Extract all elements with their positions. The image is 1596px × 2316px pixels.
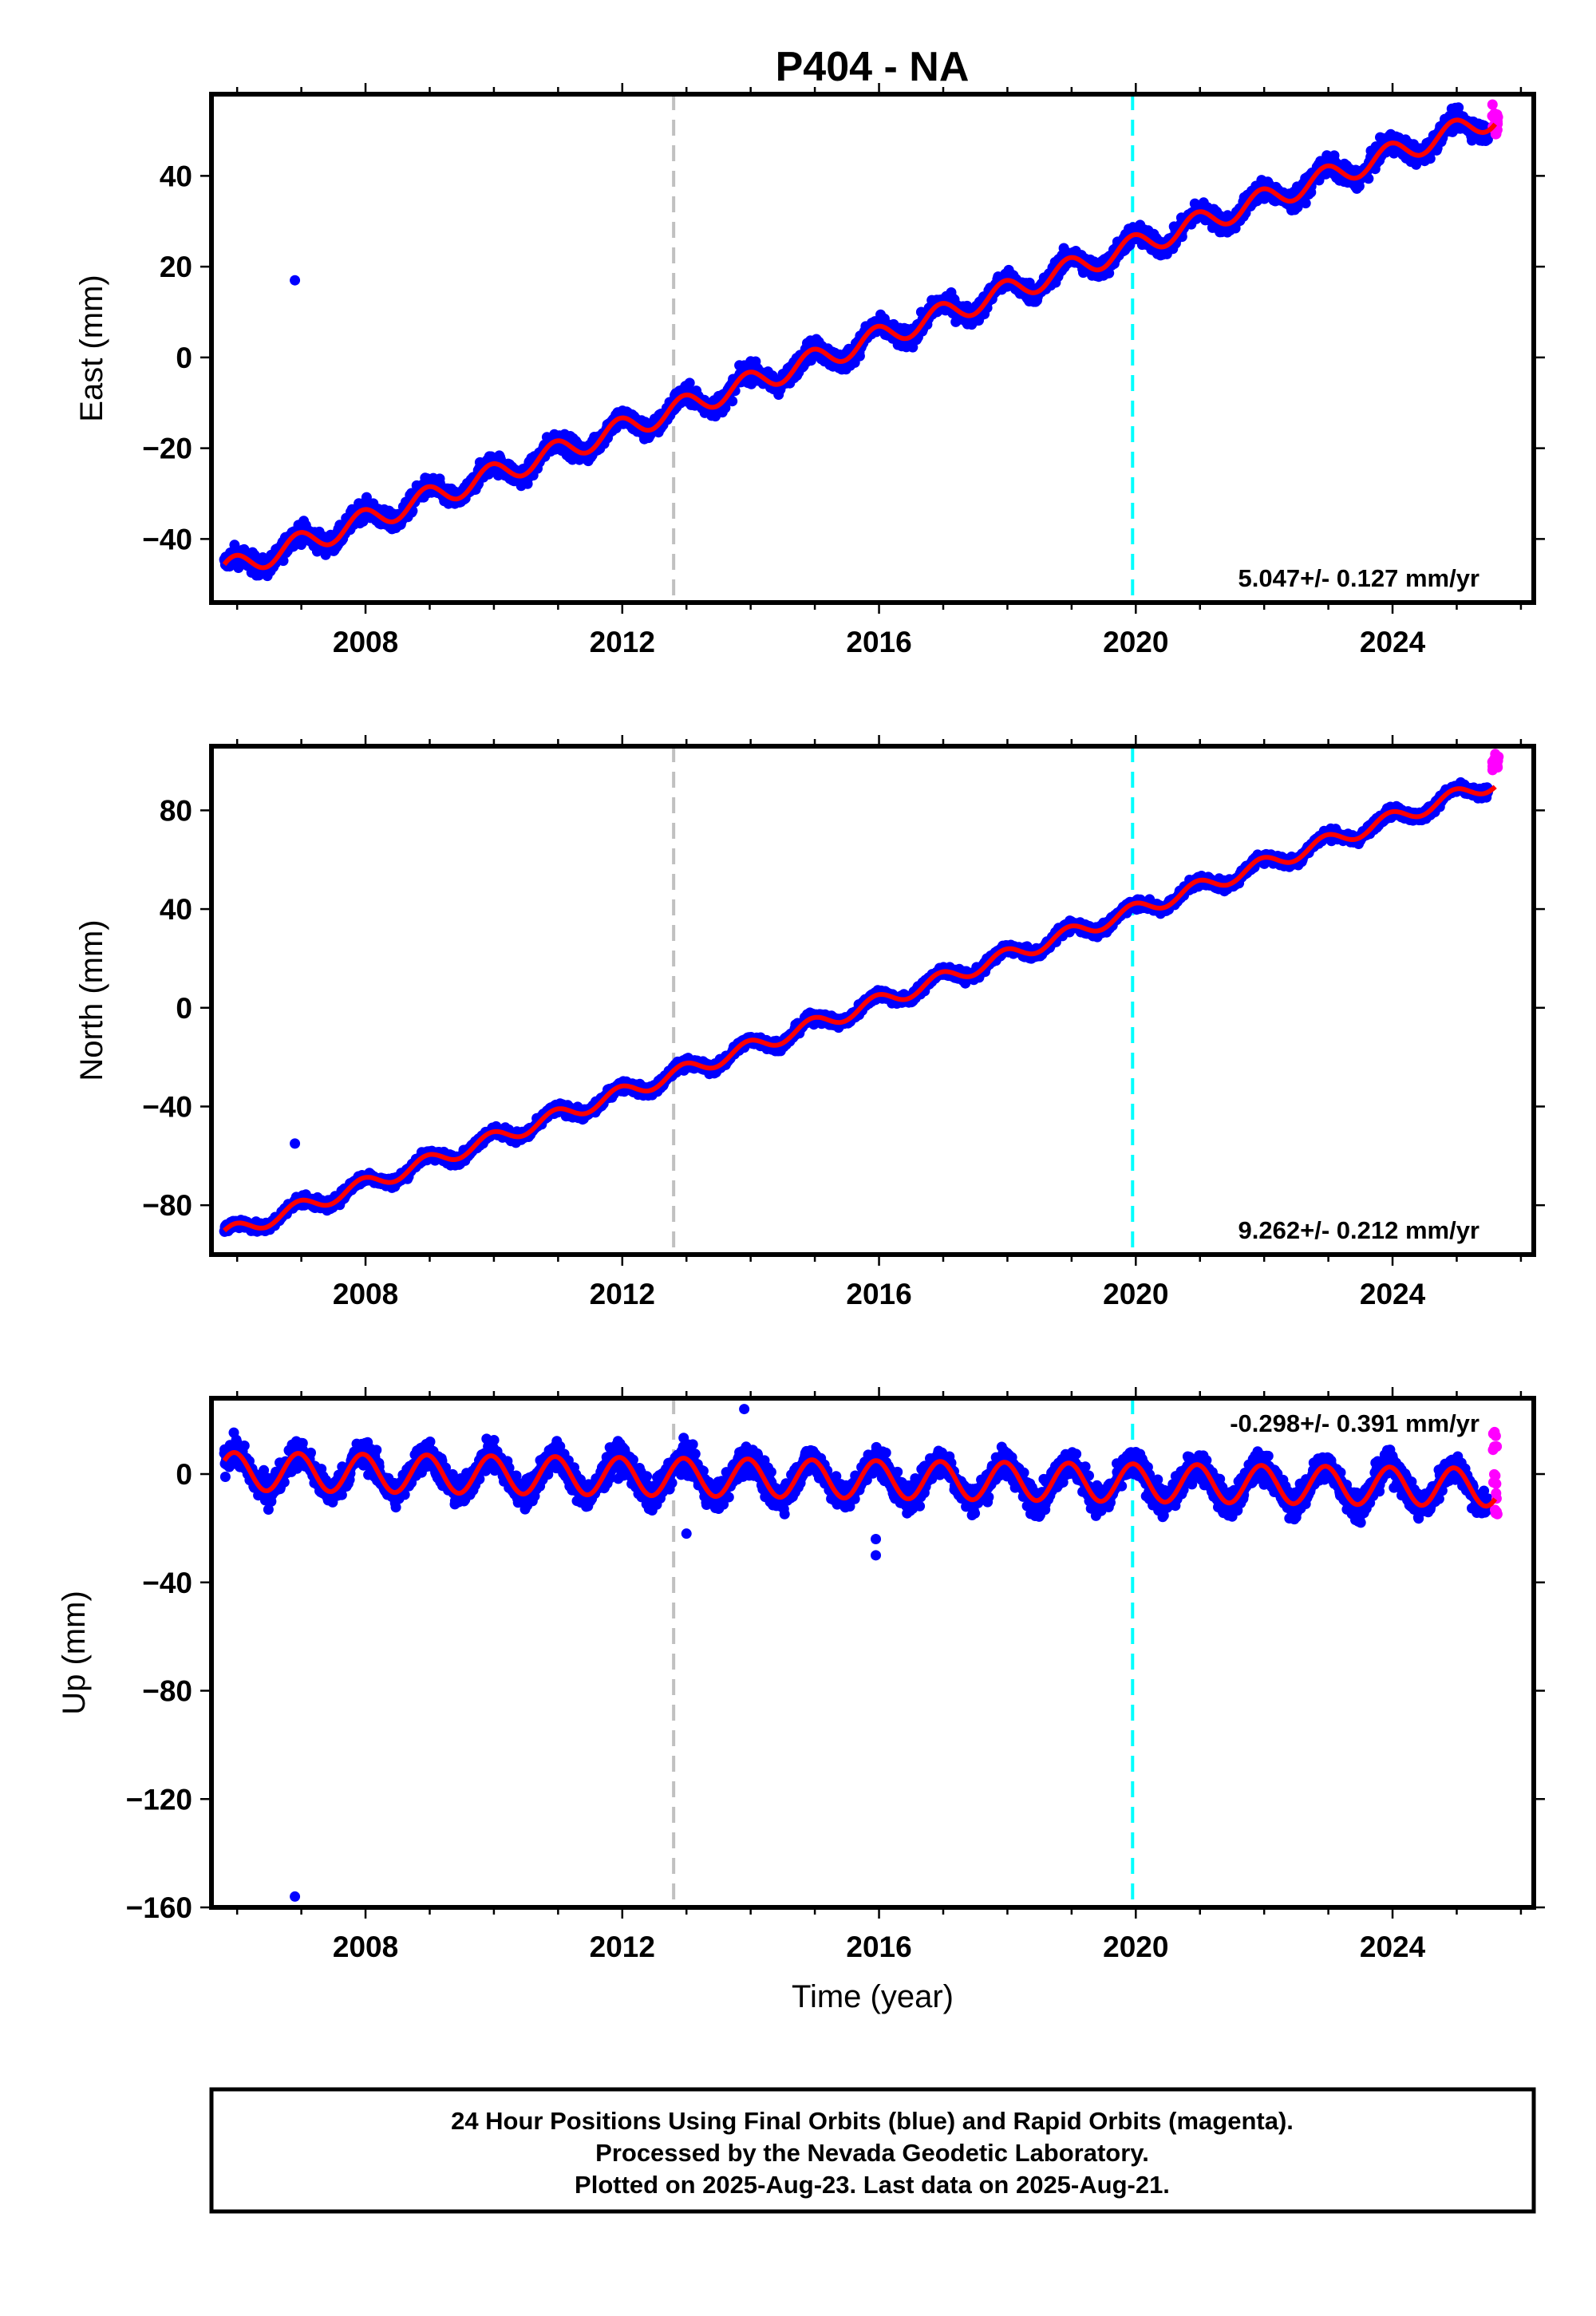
x-tick-label: 2008 <box>333 626 398 658</box>
y-tick-label: 0 <box>176 342 192 374</box>
data-points <box>219 99 1503 582</box>
data-points <box>219 749 1504 1237</box>
x-tick-label: 2016 <box>846 626 911 658</box>
rapid-orbit-point <box>1487 99 1498 110</box>
final-orbit-point <box>854 350 865 362</box>
y-axis-label: East (mm) <box>74 275 109 421</box>
outlier-point <box>290 275 301 286</box>
y-tick-label: −20 <box>142 433 192 465</box>
x-tick-label: 2020 <box>1103 626 1168 658</box>
y-tick-label: 20 <box>160 251 192 283</box>
final-orbit-point <box>727 396 738 407</box>
rapid-orbit-point <box>1491 109 1503 120</box>
model-fit-line <box>222 117 1497 571</box>
final-orbit-point <box>684 377 695 389</box>
chart-title: P404 - NA <box>776 44 970 90</box>
x-tick-label: 2012 <box>590 626 655 658</box>
final-orbit-point <box>278 555 289 567</box>
y-tick-label: −40 <box>142 523 192 555</box>
east-panel: −40 −20 0 20 40 2008 2012 2016 2020 2024 East (mm)… <box>74 83 1545 658</box>
y-tick-label: 40 <box>160 160 192 192</box>
final-orbit-point <box>1300 198 1311 209</box>
velocity-label: 5.047+/- 0.127 mm/yr <box>1238 564 1479 592</box>
x-tick-label: 2024 <box>1360 626 1426 658</box>
